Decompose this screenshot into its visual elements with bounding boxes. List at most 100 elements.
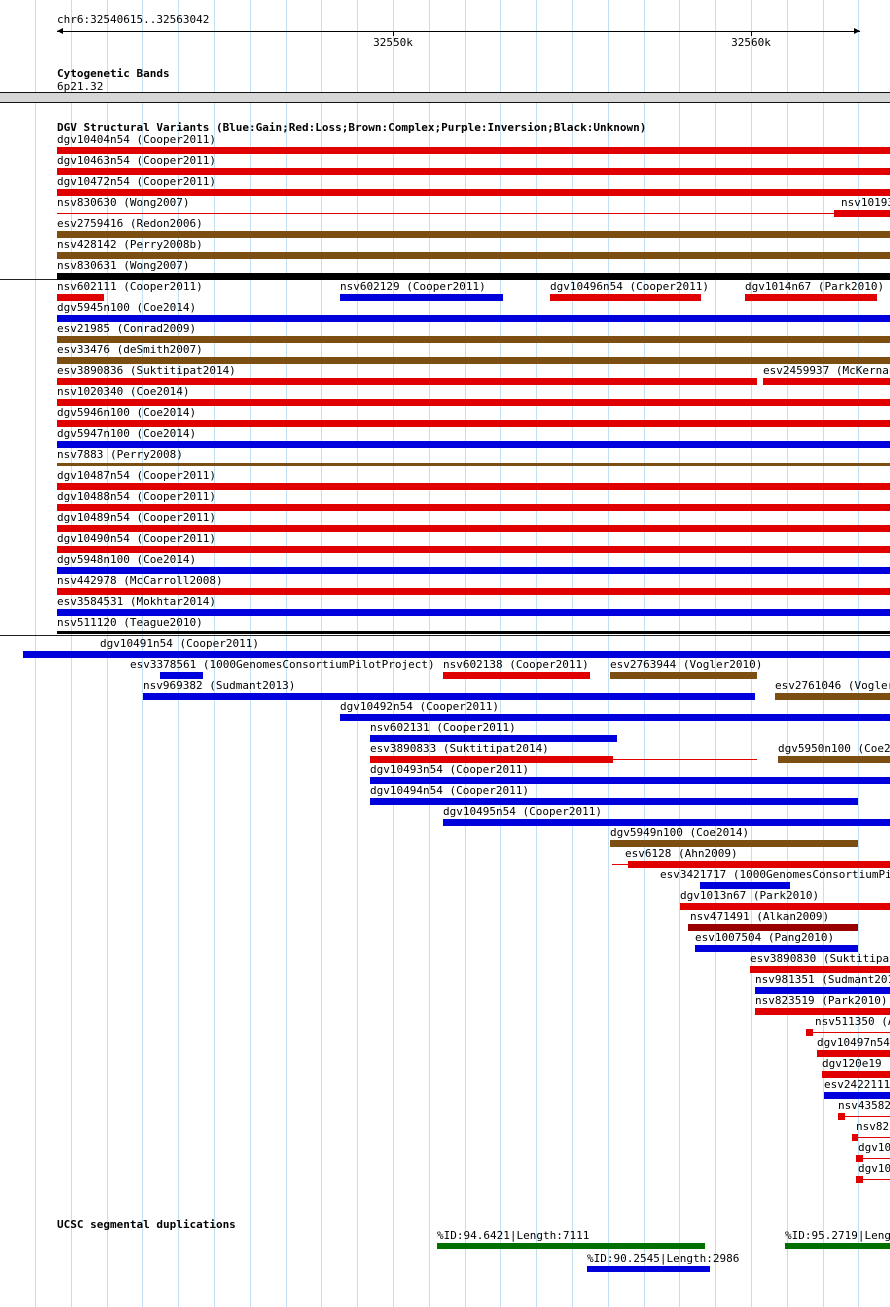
variant-bar[interactable] xyxy=(680,903,890,910)
variant-label[interactable]: nsv830631 (Wong2007) xyxy=(57,259,190,272)
variant-label[interactable]: dgv10494n54 (Cooper2011) xyxy=(370,784,529,797)
variant-bar[interactable] xyxy=(824,1092,890,1099)
variant-bar[interactable] xyxy=(57,273,890,280)
variant-bar[interactable] xyxy=(57,252,890,259)
variant-label[interactable]: nsv43582 xyxy=(838,1099,890,1112)
variant-bar[interactable] xyxy=(370,756,613,763)
variant-bar[interactable] xyxy=(856,1158,890,1159)
variant-label[interactable]: dgv10496n54 (Cooper2011) xyxy=(550,280,709,293)
variant-label[interactable]: esv3584531 (Mokhtar2014) xyxy=(57,595,216,608)
variant-label[interactable]: dgv10 xyxy=(858,1141,890,1154)
variant-bar[interactable] xyxy=(822,1071,890,1078)
variant-bar[interactable] xyxy=(57,231,890,238)
variant-label[interactable]: dgv5947n100 (Coe2014) xyxy=(57,427,197,440)
variant-label[interactable]: esv6128 (Ahn2009) xyxy=(625,847,738,860)
variant-label[interactable]: esv33476 (deSmith2007) xyxy=(57,343,203,356)
variant-bar[interactable] xyxy=(57,631,890,634)
variant-bar[interactable] xyxy=(57,336,890,343)
variant-label[interactable]: esv1007504 (Pang2010) xyxy=(695,931,835,944)
variant-bar[interactable] xyxy=(160,672,203,679)
variant-bar[interactable] xyxy=(57,588,890,595)
variant-bar[interactable] xyxy=(57,399,890,406)
variant-label[interactable]: nsv602129 (Cooper2011) xyxy=(340,280,486,293)
variant-label[interactable]: esv2763944 (Vogler2010) xyxy=(610,658,763,671)
variant-label[interactable]: esv3378561 (1000GenomesConsortiumPilotPr… xyxy=(130,658,435,671)
variant-label[interactable]: nsv1020340 (Coe2014) xyxy=(57,385,190,398)
variant-label[interactable]: nsv511350 (A xyxy=(815,1015,890,1028)
variant-bar[interactable] xyxy=(778,756,890,763)
cytoband-bar[interactable] xyxy=(0,92,890,103)
segdup-label[interactable]: %ID:94.6421|Length:7111 xyxy=(437,1229,590,1242)
variant-bar[interactable] xyxy=(838,1116,890,1117)
variant-bar[interactable] xyxy=(755,1008,890,1015)
variant-label[interactable]: dgv10490n54 (Cooper2011) xyxy=(57,532,216,545)
variant-bar[interactable] xyxy=(57,315,890,322)
segdup-bar[interactable] xyxy=(785,1243,890,1249)
variant-label[interactable]: dgv10 xyxy=(858,1162,890,1175)
variant-bar[interactable] xyxy=(695,945,858,952)
variant-bar[interactable] xyxy=(443,819,890,826)
variant-label[interactable]: dgv1014n67 (Park2010) xyxy=(745,280,885,293)
variant-bar[interactable] xyxy=(613,759,757,760)
variant-label[interactable]: dgv10488n54 (Cooper2011) xyxy=(57,490,216,503)
variant-bar[interactable] xyxy=(775,693,890,700)
variant-bar[interactable] xyxy=(23,651,890,658)
variant-label[interactable]: dgv5946n100 (Coe2014) xyxy=(57,406,197,419)
variant-label[interactable]: nsv602138 (Cooper2011) xyxy=(443,658,589,671)
variant-bar[interactable] xyxy=(370,777,890,784)
variant-label[interactable]: dgv10495n54 (Cooper2011) xyxy=(443,805,602,818)
variant-bar[interactable] xyxy=(370,798,858,805)
variant-bar[interactable] xyxy=(57,525,890,532)
variant-label[interactable]: dgv5948n100 (Coe2014) xyxy=(57,553,197,566)
variant-label[interactable]: dgv10491n54 (Cooper2011) xyxy=(100,637,259,650)
variant-bar[interactable] xyxy=(550,294,701,301)
variant-bar[interactable] xyxy=(443,672,590,679)
variant-label[interactable]: nsv82 xyxy=(856,1120,890,1133)
variant-bar[interactable] xyxy=(57,294,104,301)
variant-bar[interactable] xyxy=(370,735,617,742)
variant-bar[interactable] xyxy=(688,924,858,931)
variant-label[interactable]: esv2459937 (McKernan2 xyxy=(763,364,890,377)
variant-label[interactable]: nsv471491 (Alkan2009) xyxy=(690,910,830,923)
variant-bar[interactable] xyxy=(846,210,890,217)
variant-label[interactable]: nsv7883 (Perry2008) xyxy=(57,448,183,461)
variant-bar[interactable] xyxy=(852,1134,858,1141)
variant-label[interactable]: nsv602111 (Cooper2011) xyxy=(57,280,203,293)
variant-label[interactable]: dgv10472n54 (Cooper2011) xyxy=(57,175,216,188)
variant-bar[interactable] xyxy=(755,987,890,994)
variant-bar[interactable] xyxy=(838,1113,845,1120)
variant-bar[interactable] xyxy=(856,1179,890,1180)
variant-bar[interactable] xyxy=(817,1050,890,1057)
segdup-label[interactable]: %ID:90.2545|Length:2986 xyxy=(587,1252,740,1265)
variant-label[interactable]: esv3890833 (Suktitipat2014) xyxy=(370,742,549,755)
variant-label[interactable]: esv3890836 (Suktitipat2014) xyxy=(57,364,236,377)
variant-label[interactable]: nsv428142 (Perry2008b) xyxy=(57,238,203,251)
variant-bar[interactable] xyxy=(610,840,858,847)
variant-bar[interactable] xyxy=(700,882,790,889)
variant-bar[interactable] xyxy=(57,567,890,574)
variant-bar[interactable] xyxy=(57,420,890,427)
variant-label[interactable]: dgv10492n54 (Cooper2011) xyxy=(340,700,499,713)
variant-label[interactable]: esv3421717 (1000GenomesConsortiumPilo xyxy=(660,868,890,881)
variant-label[interactable]: dgv10463n54 (Cooper2011) xyxy=(57,154,216,167)
variant-bar[interactable] xyxy=(856,1176,863,1183)
variant-label[interactable]: dgv1013n67 (Park2010) xyxy=(680,889,820,902)
variant-label[interactable]: esv3890830 (Suktitipat2 xyxy=(750,952,890,965)
variant-bar[interactable] xyxy=(57,546,890,553)
variant-label[interactable]: nsv511120 (Teague2010) xyxy=(57,616,203,629)
variant-bar[interactable] xyxy=(763,378,890,385)
variant-label[interactable]: dgv10404n54 (Cooper2011) xyxy=(57,133,216,146)
variant-bar[interactable] xyxy=(340,294,503,301)
variant-label[interactable]: dgv10497n54 xyxy=(817,1036,890,1049)
variant-bar[interactable] xyxy=(57,609,890,616)
variant-label[interactable]: esv2761046 (Vogler2 xyxy=(775,679,890,692)
variant-bar[interactable] xyxy=(745,294,877,301)
variant-label[interactable]: nsv101939 xyxy=(841,196,890,209)
variant-bar[interactable] xyxy=(750,966,890,973)
variant-bar[interactable] xyxy=(628,861,890,868)
variant-bar[interactable] xyxy=(57,463,890,466)
variant-bar[interactable] xyxy=(340,714,890,721)
variant-bar[interactable] xyxy=(57,168,890,175)
variant-bar[interactable] xyxy=(612,864,630,865)
variant-label[interactable]: esv2422111 xyxy=(824,1078,890,1091)
